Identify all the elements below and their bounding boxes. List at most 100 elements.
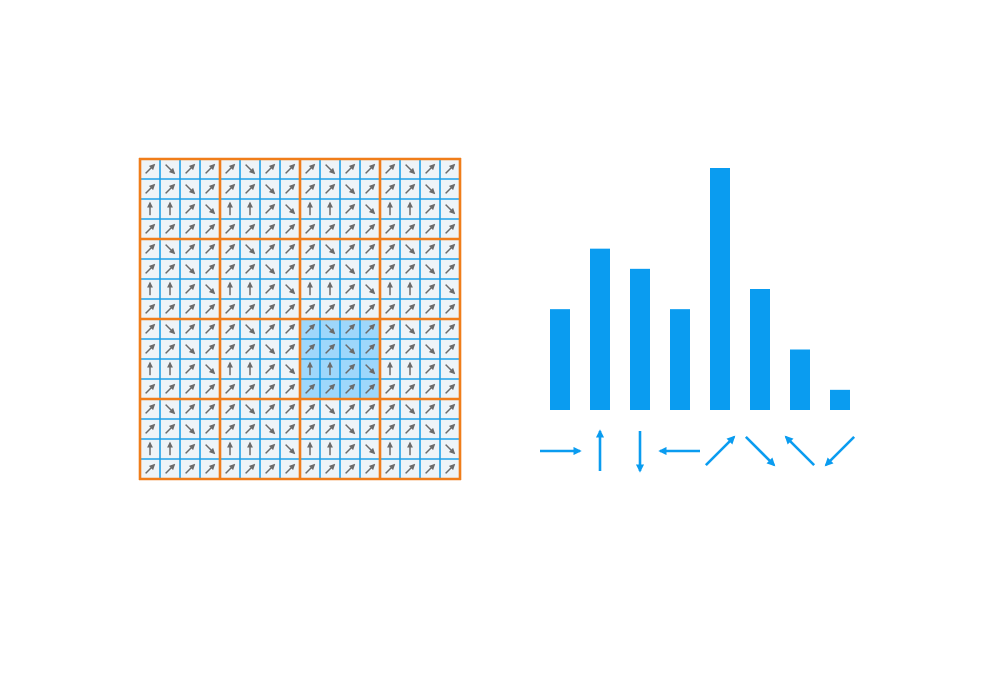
gradient-arrow-icon <box>165 164 176 175</box>
gradient-arrow-icon <box>305 463 316 474</box>
gradient-arrow-icon <box>265 303 276 314</box>
gradient-arrow-icon <box>165 463 176 474</box>
gradient-arrow-icon <box>285 323 296 334</box>
gradient-arrow-icon <box>185 363 196 374</box>
gradient-arrow-icon <box>345 424 356 435</box>
gradient-arrow-icon <box>285 463 296 474</box>
gradient-arrow-icon <box>425 184 436 195</box>
gradient-arrow-icon <box>365 323 376 334</box>
gradient-arrow-icon <box>345 363 356 374</box>
gradient-arrow-icon <box>365 263 376 274</box>
gradient-arrow-icon <box>305 383 316 394</box>
gradient-arrow-icon <box>365 183 376 194</box>
gradient-arrow-icon <box>385 403 396 414</box>
gradient-arrow-icon <box>405 183 416 194</box>
gradient-arrow-icon <box>265 403 276 414</box>
gradient-arrow-icon <box>245 423 256 434</box>
gradient-arrow-icon <box>445 204 456 215</box>
gradient-arrow-icon <box>345 303 356 314</box>
gradient-arrow-icon <box>305 323 316 334</box>
gradient-arrow-icon <box>405 404 416 415</box>
gradient-arrow-icon <box>265 443 276 454</box>
gradient-arrow-icon <box>265 283 276 294</box>
gradient-arrow-icon <box>425 323 436 334</box>
histogram-bar-n <box>590 248 610 410</box>
gradient-arrow-icon <box>205 403 216 414</box>
gradient-cell-grid <box>138 157 462 481</box>
gradient-arrow-icon <box>425 203 436 214</box>
gradient-arrow-icon <box>145 343 156 354</box>
gradient-arrow-icon <box>165 244 176 255</box>
gradient-arrow-icon <box>405 263 416 274</box>
gradient-arrow-icon <box>225 383 236 394</box>
gradient-arrow-icon <box>285 243 296 254</box>
gradient-arrow-icon <box>285 403 296 414</box>
gradient-arrow-icon <box>345 283 356 294</box>
gradient-arrow-icon <box>285 343 296 354</box>
gradient-arrow-icon <box>445 323 456 334</box>
gradient-arrow-icon <box>425 223 436 234</box>
gradient-arrow-icon <box>345 383 356 394</box>
arrow-down-left-icon <box>824 435 856 467</box>
gradient-arrow-icon <box>165 343 176 354</box>
gradient-arrow-icon <box>145 403 156 414</box>
histogram-bar-ne <box>710 168 730 410</box>
gradient-arrow-icon <box>145 303 156 314</box>
gradient-arrow-icon <box>365 223 376 234</box>
gradient-arrow-icon <box>225 343 236 354</box>
gradient-arrow-icon <box>385 423 396 434</box>
gradient-arrow-icon <box>185 383 196 394</box>
arrow-up-left-icon <box>784 435 816 467</box>
gradient-arrow-icon <box>245 223 256 234</box>
gradient-arrow-icon <box>185 424 196 435</box>
gradient-arrow-icon <box>425 283 436 294</box>
gradient-arrow-icon <box>445 403 456 414</box>
gradient-arrow-icon <box>245 164 256 175</box>
gradient-arrow-icon <box>145 263 156 274</box>
gradient-arrow-icon <box>345 163 356 174</box>
gradient-arrow-icon <box>285 364 296 375</box>
gradient-arrow-icon <box>445 183 456 194</box>
gradient-arrow-icon <box>325 164 336 175</box>
histogram-bar-nw <box>790 349 810 410</box>
gradient-arrow-icon <box>265 203 276 214</box>
gradient-arrow-icon <box>365 383 376 394</box>
gradient-arrow-icon <box>305 303 316 314</box>
gradient-arrow-icon <box>405 463 416 474</box>
gradient-arrow-icon <box>225 243 236 254</box>
gradient-arrow-icon <box>445 163 456 174</box>
gradient-arrow-icon <box>205 204 216 215</box>
gradient-arrow-icon <box>245 263 256 274</box>
gradient-arrow-icon <box>285 284 296 295</box>
gradient-arrow-icon <box>365 463 376 474</box>
gradient-arrow-icon <box>185 443 196 454</box>
gradient-arrow-icon <box>325 223 336 234</box>
histogram-bar-sw <box>830 389 850 410</box>
gradient-arrow-icon <box>205 243 216 254</box>
gradient-arrow-icon <box>245 404 256 415</box>
gradient-arrow-icon <box>445 223 456 234</box>
gradient-arrow-icon <box>385 263 396 274</box>
gradient-arrow-icon <box>205 163 216 174</box>
histogram-bar-se <box>750 289 770 410</box>
gradient-arrow-icon <box>245 303 256 314</box>
gradient-arrow-icon <box>345 203 356 214</box>
gradient-arrow-icon <box>185 163 196 174</box>
gradient-arrow-icon <box>205 423 216 434</box>
gradient-arrow-icon <box>285 183 296 194</box>
gradient-arrow-icon <box>145 163 156 174</box>
gradient-arrow-icon <box>165 303 176 314</box>
gradient-arrow-icon <box>325 324 336 335</box>
gradient-arrow-icon <box>145 383 156 394</box>
gradient-arrow-icon <box>385 243 396 254</box>
gradient-arrow-icon <box>245 244 256 255</box>
gradient-arrow-icon <box>225 223 236 234</box>
gradient-arrow-icon <box>145 423 156 434</box>
gradient-arrow-icon <box>305 223 316 234</box>
gradient-arrow-icon <box>185 303 196 314</box>
gradient-arrow-icon <box>185 323 196 334</box>
gradient-arrow-icon <box>365 243 376 254</box>
gradient-arrow-icon <box>205 263 216 274</box>
gradient-arrow-icon <box>265 424 276 435</box>
